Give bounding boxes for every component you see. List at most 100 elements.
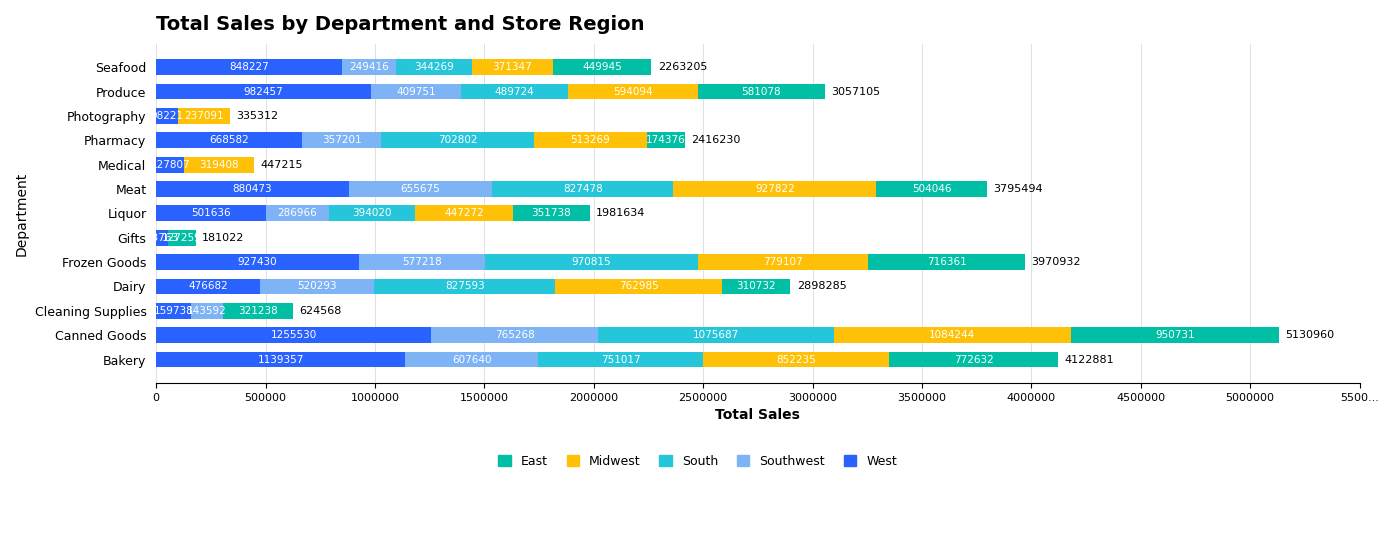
Bar bbox=[156, 352, 406, 367]
Bar bbox=[513, 206, 590, 221]
Bar bbox=[223, 303, 293, 319]
Text: 594094: 594094 bbox=[613, 86, 652, 96]
Text: 335312: 335312 bbox=[236, 111, 279, 121]
Text: 344269: 344269 bbox=[414, 62, 454, 72]
Text: 716361: 716361 bbox=[927, 257, 966, 267]
Y-axis label: Department: Department bbox=[15, 171, 29, 255]
Text: 1255530: 1255530 bbox=[270, 330, 316, 340]
Bar bbox=[381, 132, 534, 148]
Text: 447272: 447272 bbox=[443, 208, 484, 219]
Text: 127259: 127259 bbox=[162, 233, 202, 243]
Text: 668582: 668582 bbox=[209, 135, 250, 146]
Text: 2416230: 2416230 bbox=[691, 135, 740, 146]
Bar bbox=[156, 108, 177, 124]
Text: 98221: 98221 bbox=[151, 111, 184, 121]
Text: 927430: 927430 bbox=[238, 257, 277, 267]
Text: 504046: 504046 bbox=[912, 184, 951, 194]
Text: 4122881: 4122881 bbox=[1065, 354, 1114, 365]
Bar bbox=[156, 157, 184, 173]
Text: 3970932: 3970932 bbox=[1032, 257, 1082, 267]
Bar bbox=[647, 132, 684, 148]
Text: 174376: 174376 bbox=[645, 135, 686, 146]
Text: 127807: 127807 bbox=[151, 160, 190, 169]
Bar bbox=[698, 84, 825, 100]
Bar bbox=[485, 254, 698, 270]
Text: 624568: 624568 bbox=[300, 306, 342, 316]
Text: 357201: 357201 bbox=[322, 135, 361, 146]
Text: 1075687: 1075687 bbox=[693, 330, 739, 340]
Bar bbox=[342, 59, 396, 75]
Text: 319408: 319408 bbox=[199, 160, 238, 169]
Text: 371347: 371347 bbox=[492, 62, 533, 72]
Bar bbox=[348, 181, 492, 197]
Text: 1139357: 1139357 bbox=[258, 354, 304, 365]
Text: 607640: 607640 bbox=[452, 354, 492, 365]
Text: 827593: 827593 bbox=[445, 281, 485, 292]
Bar bbox=[156, 303, 191, 319]
Bar bbox=[156, 132, 302, 148]
Bar bbox=[302, 132, 381, 148]
Text: 982457: 982457 bbox=[244, 86, 283, 96]
Text: 2898285: 2898285 bbox=[797, 281, 846, 292]
Text: 1084244: 1084244 bbox=[930, 330, 976, 340]
Bar bbox=[461, 84, 567, 100]
Text: 655675: 655675 bbox=[400, 184, 441, 194]
Bar bbox=[184, 157, 254, 173]
Text: Total Sales by Department and Store Region: Total Sales by Department and Store Regi… bbox=[156, 15, 644, 34]
Text: 520293: 520293 bbox=[297, 281, 337, 292]
Bar bbox=[177, 108, 230, 124]
Bar bbox=[156, 59, 342, 75]
Text: 394020: 394020 bbox=[353, 208, 392, 219]
Text: 501636: 501636 bbox=[191, 208, 231, 219]
Bar bbox=[492, 181, 673, 197]
Text: 1981634: 1981634 bbox=[597, 208, 645, 219]
Text: 409751: 409751 bbox=[396, 86, 436, 96]
Text: 286966: 286966 bbox=[277, 208, 318, 219]
Text: 2263205: 2263205 bbox=[658, 62, 707, 72]
X-axis label: Total Sales: Total Sales bbox=[715, 408, 800, 422]
Bar bbox=[156, 279, 261, 294]
Text: 765268: 765268 bbox=[495, 330, 534, 340]
Bar bbox=[567, 84, 698, 100]
Bar bbox=[261, 279, 375, 294]
Bar bbox=[415, 206, 513, 221]
Text: 751017: 751017 bbox=[601, 354, 640, 365]
Text: 143592: 143592 bbox=[187, 306, 227, 316]
Bar bbox=[534, 132, 647, 148]
Text: 5130960: 5130960 bbox=[1285, 330, 1334, 340]
Bar bbox=[553, 59, 651, 75]
Bar bbox=[191, 303, 223, 319]
Bar bbox=[156, 254, 360, 270]
Bar bbox=[156, 230, 167, 246]
Bar bbox=[703, 352, 889, 367]
Bar bbox=[167, 230, 195, 246]
Bar bbox=[371, 84, 461, 100]
Bar bbox=[698, 254, 868, 270]
Bar bbox=[329, 206, 415, 221]
Text: 702802: 702802 bbox=[438, 135, 477, 146]
Text: 489724: 489724 bbox=[495, 86, 534, 96]
Bar bbox=[722, 279, 790, 294]
Text: 321238: 321238 bbox=[238, 306, 277, 316]
Text: 927822: 927822 bbox=[756, 184, 795, 194]
Bar bbox=[889, 352, 1058, 367]
Text: 159738: 159738 bbox=[153, 306, 194, 316]
Bar bbox=[868, 254, 1025, 270]
Bar bbox=[538, 352, 703, 367]
Text: 447215: 447215 bbox=[261, 160, 302, 169]
Text: 970815: 970815 bbox=[572, 257, 612, 267]
Bar bbox=[156, 206, 266, 221]
Bar bbox=[375, 279, 555, 294]
Bar bbox=[555, 279, 722, 294]
Text: 827478: 827478 bbox=[563, 184, 602, 194]
Text: 476682: 476682 bbox=[188, 281, 229, 292]
Bar bbox=[598, 327, 834, 343]
Bar bbox=[396, 59, 471, 75]
Bar bbox=[266, 206, 329, 221]
Text: 513269: 513269 bbox=[570, 135, 611, 146]
Text: 880473: 880473 bbox=[233, 184, 272, 194]
Bar bbox=[834, 327, 1071, 343]
Bar bbox=[471, 59, 553, 75]
Text: 779107: 779107 bbox=[763, 257, 803, 267]
Text: 181022: 181022 bbox=[202, 233, 245, 243]
